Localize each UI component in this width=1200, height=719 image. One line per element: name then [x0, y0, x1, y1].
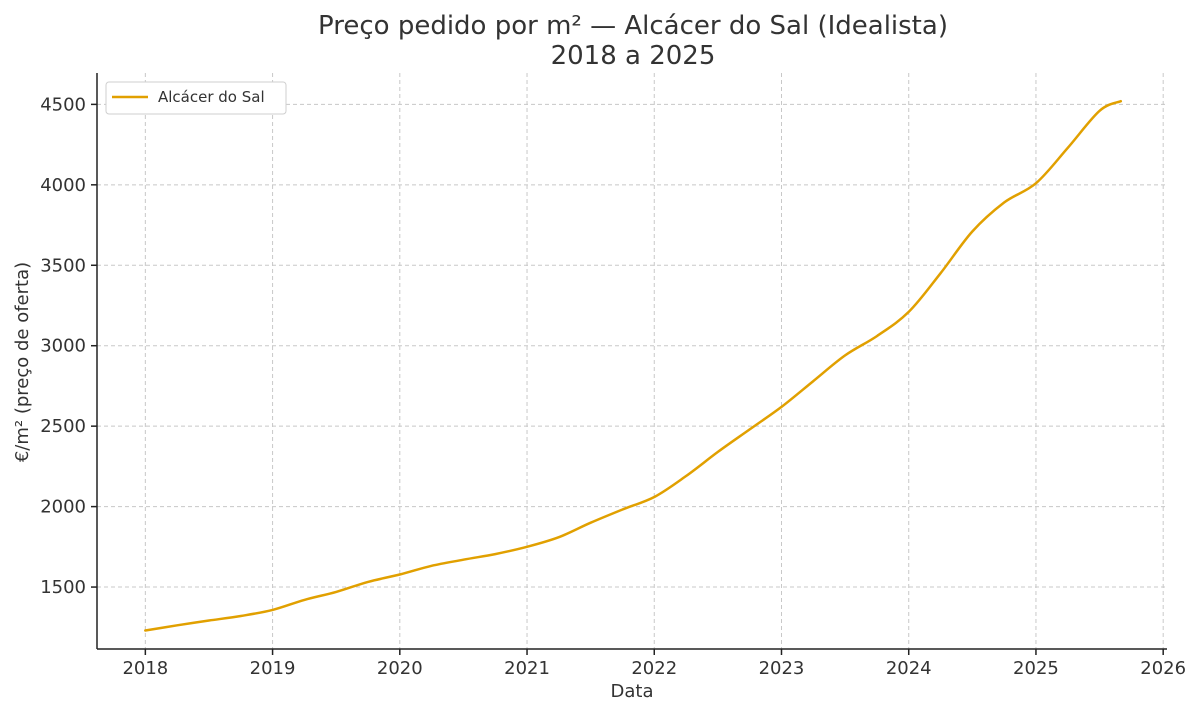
chart-subtitle: 2018 a 2025	[551, 41, 716, 71]
x-tick-label: 2025	[1013, 658, 1059, 679]
y-tick-label: 4500	[40, 94, 86, 115]
axes	[96, 73, 1167, 650]
x-tick-label: 2023	[759, 658, 805, 679]
ticks: 2018 2019 2020 2021 2022 2023 2024 2025 2026 1500…	[40, 94, 1186, 679]
y-axis-label: €/m² (preço de oferta)	[12, 262, 33, 462]
y-tick-label: 3000	[40, 336, 86, 357]
x-tick-label: 2019	[250, 658, 296, 679]
legend-label: Alcácer do Sal	[158, 88, 265, 106]
x-tick-label: 2020	[377, 658, 423, 679]
chart-title: Preço pedido por m² — Alcácer do Sal (Id…	[318, 11, 948, 41]
legend: Alcácer do Sal	[105, 81, 287, 115]
series-line-alcacer-do-sal	[144, 99, 1123, 632]
x-tick-label: 2024	[886, 658, 932, 679]
y-tick-label: 4000	[40, 175, 86, 196]
y-tick-label: 2500	[40, 416, 86, 437]
x-tick-label: 2021	[504, 658, 550, 679]
y-tick-label: 2000	[40, 497, 86, 518]
series-layer	[144, 99, 1123, 632]
grid	[97, 73, 1167, 649]
y-tick-label: 1500	[40, 577, 86, 598]
x-tick-label: 2026	[1140, 658, 1186, 679]
y-tick-label: 3500	[40, 255, 86, 276]
legend-box	[105, 81, 287, 115]
x-axis-label: Data	[611, 681, 654, 702]
x-tick-label: 2022	[631, 658, 677, 679]
x-tick-label: 2018	[122, 658, 168, 679]
